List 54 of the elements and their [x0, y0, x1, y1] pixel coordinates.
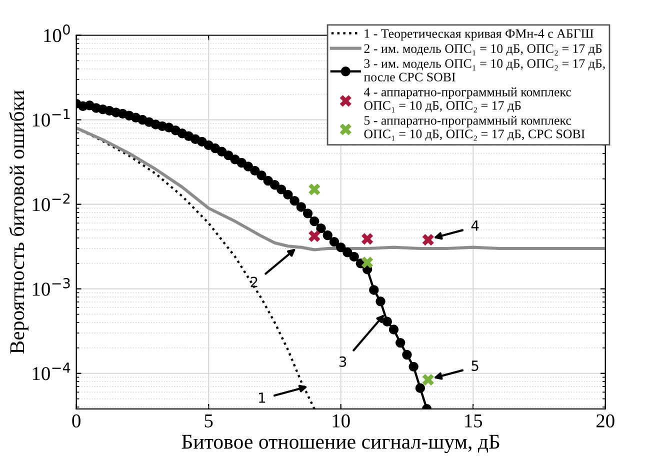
point [361, 256, 374, 268]
point [388, 324, 399, 334]
x-axis-title: Битовое отношение сигнал-шум, дБ [182, 434, 500, 454]
point [349, 252, 359, 262]
point [243, 162, 254, 172]
point [415, 383, 426, 393]
annotation: 3 [339, 356, 346, 367]
point [308, 230, 320, 242]
legend-label: 3 - им. модель ОПС₁ = 10 дБ, ОПС₂ = 17 дБ, после СРС SOBI [364, 59, 605, 82]
point [329, 236, 340, 247]
point [296, 202, 306, 212]
point [361, 233, 374, 245]
point [276, 184, 286, 194]
point [316, 223, 326, 234]
annotation: 5 [472, 360, 478, 371]
point [290, 196, 300, 206]
annotation: 4 [471, 220, 479, 231]
x-tick-label: 15 [465, 414, 482, 428]
y-axis-title: Вероятность битовой ошибки [9, 90, 28, 354]
point [224, 150, 234, 160]
point [302, 208, 313, 218]
y-tick-label: 10$^{−2}$ [32, 193, 70, 212]
point [369, 285, 379, 295]
point [256, 170, 266, 180]
point [336, 242, 346, 252]
point [250, 166, 260, 176]
x-tick-label: 0 [72, 414, 80, 428]
legend-label: 2 - им. модель ОПС₁ = 10 дБ, ОПС₂ = 17 дБ [364, 44, 602, 56]
annotation: 1 [259, 392, 266, 403]
point [342, 248, 352, 258]
point [310, 216, 320, 226]
point [396, 338, 406, 348]
point [422, 374, 434, 386]
point [408, 362, 418, 372]
x-tick-label: 5 [204, 414, 213, 428]
legend-label: 4 - аппаратно-программный комплекс ОПС₁ = 10 дБ, ОПС₂ = 17 дБ [364, 87, 572, 112]
point [422, 234, 434, 246]
point [322, 230, 332, 240]
point [283, 190, 293, 200]
legend-label: 5 - аппаратно-программный комплекс ОПС₁ = 10 дБ, ОПС₂ = 17 дБ, СРС SOBI [364, 116, 585, 141]
point [376, 296, 386, 306]
y-tick-label: 10$^{0}$ [44, 24, 70, 42]
point [263, 176, 273, 186]
y-tick-label: 10$^{−1}$ [32, 109, 70, 127]
legend-label: 1 - Теоретическая кривая ФМн-4 с АБГШ [364, 29, 594, 41]
y-tick-label: 10$^{−4}$ [32, 362, 70, 380]
point [308, 184, 320, 196]
point [382, 316, 392, 326]
y-tick-label: 10$^{−3}$ [32, 278, 70, 296]
point [270, 180, 280, 190]
point [402, 350, 412, 360]
x-tick-label: 20 [596, 414, 614, 428]
line-series [76, 126, 606, 252]
x-tick-label: 10 [332, 414, 350, 428]
